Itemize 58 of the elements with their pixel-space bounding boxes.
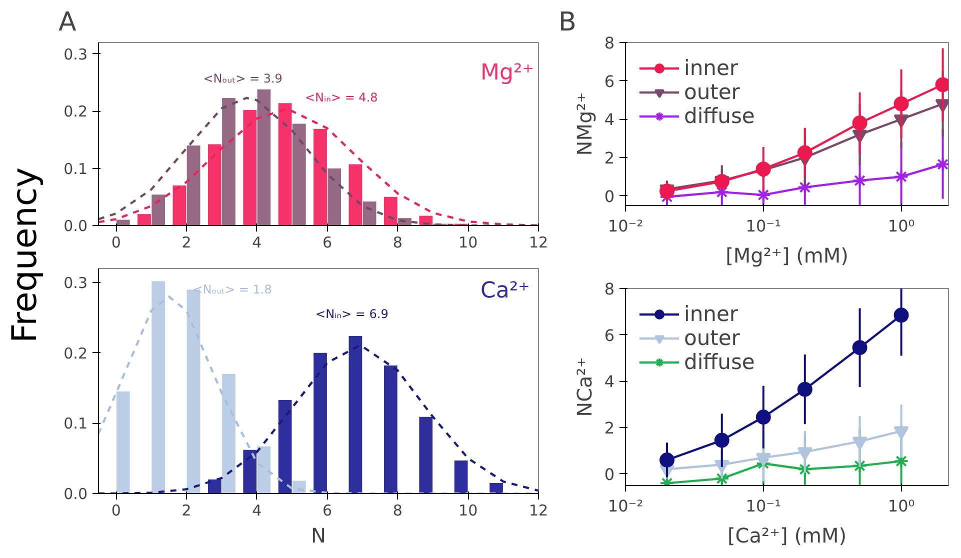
x-tick-label: 0 — [111, 234, 121, 252]
x-tick-label: 10 — [458, 234, 478, 252]
annotation: <Nᵢₙ> = 4.8 — [304, 90, 378, 104]
y-axis-title: NMg²⁺ — [572, 92, 596, 156]
y-tick-label: 8 — [604, 34, 615, 52]
x-tick-label: 10 — [458, 502, 478, 520]
legend-label: inner — [684, 302, 738, 326]
legend-label: inner — [684, 56, 738, 80]
annotation: <Nₒᵤₜ> = 3.9 — [203, 71, 282, 86]
y-tick-label: 0 — [604, 464, 615, 484]
x-tick-label: 4 — [252, 502, 262, 520]
y-tick-label: 0.1 — [64, 160, 88, 178]
x-axis-title: [Mg²⁺] (mM) — [726, 244, 848, 268]
x-tick-label: 2 — [182, 502, 192, 520]
x-tick-label: 10⁰ — [888, 496, 915, 516]
y-tick-label: 4 — [604, 372, 615, 392]
x-tick-label: 8 — [392, 234, 402, 252]
y-tick-label: 0 — [604, 186, 615, 206]
y-tick-label: 8 — [604, 280, 615, 298]
annotation: <Nₒᵤₜ> = 1.8 — [192, 282, 272, 297]
y-tick-label: 2 — [604, 418, 615, 438]
x-tick-label: 10⁰ — [888, 216, 915, 236]
x-tick-label: 12 — [528, 234, 548, 252]
x-axis-title: N — [311, 524, 326, 548]
y-tick-label: 0.2 — [64, 102, 88, 121]
y-tick-label: 6 — [604, 326, 615, 345]
y-axis-title: NCa²⁺ — [572, 357, 596, 417]
annotation: Ca²⁺ — [480, 278, 530, 304]
y-tick-label: 0.0 — [64, 217, 88, 235]
legend-label: diffuse — [684, 104, 755, 128]
y-tick-label: 4 — [604, 110, 615, 130]
x-tick-label: 4 — [252, 234, 262, 252]
x-tick-label: 8 — [392, 502, 402, 520]
annotation: <Nᵢₙ> = 6.9 — [316, 307, 388, 322]
legend-label: outer — [684, 326, 740, 350]
chart-title: A — [58, 8, 76, 38]
annotation: Mg²⁺ — [480, 60, 534, 86]
legend-label: diffuse — [684, 350, 755, 374]
y-tick-label: 0.0 — [64, 485, 88, 503]
x-tick-label: 2 — [182, 234, 192, 252]
y-tick-label: 0.1 — [64, 414, 88, 433]
x-axis-title: [Ca²⁺] (mM) — [727, 524, 847, 548]
x-tick-label: 10⁻¹ — [746, 496, 781, 516]
x-tick-label: 6 — [322, 234, 332, 252]
x-tick-label: 10⁻² — [608, 216, 644, 236]
y-axis-title: Frequency — [5, 167, 45, 343]
y-tick-label: 0.3 — [64, 45, 88, 64]
x-tick-label: 0 — [111, 502, 121, 520]
x-tick-label: 10⁻¹ — [746, 216, 781, 236]
y-tick-label: 0.3 — [64, 274, 88, 292]
legend-label: outer — [684, 80, 740, 104]
chart-title: B — [558, 8, 576, 38]
y-tick-label: 2 — [604, 148, 615, 168]
x-tick-label: 6 — [322, 502, 332, 520]
y-tick-label: 0.2 — [64, 344, 88, 362]
x-tick-label: 12 — [528, 502, 548, 520]
x-tick-label: 10⁻² — [608, 496, 644, 516]
y-tick-label: 6 — [604, 72, 615, 91]
